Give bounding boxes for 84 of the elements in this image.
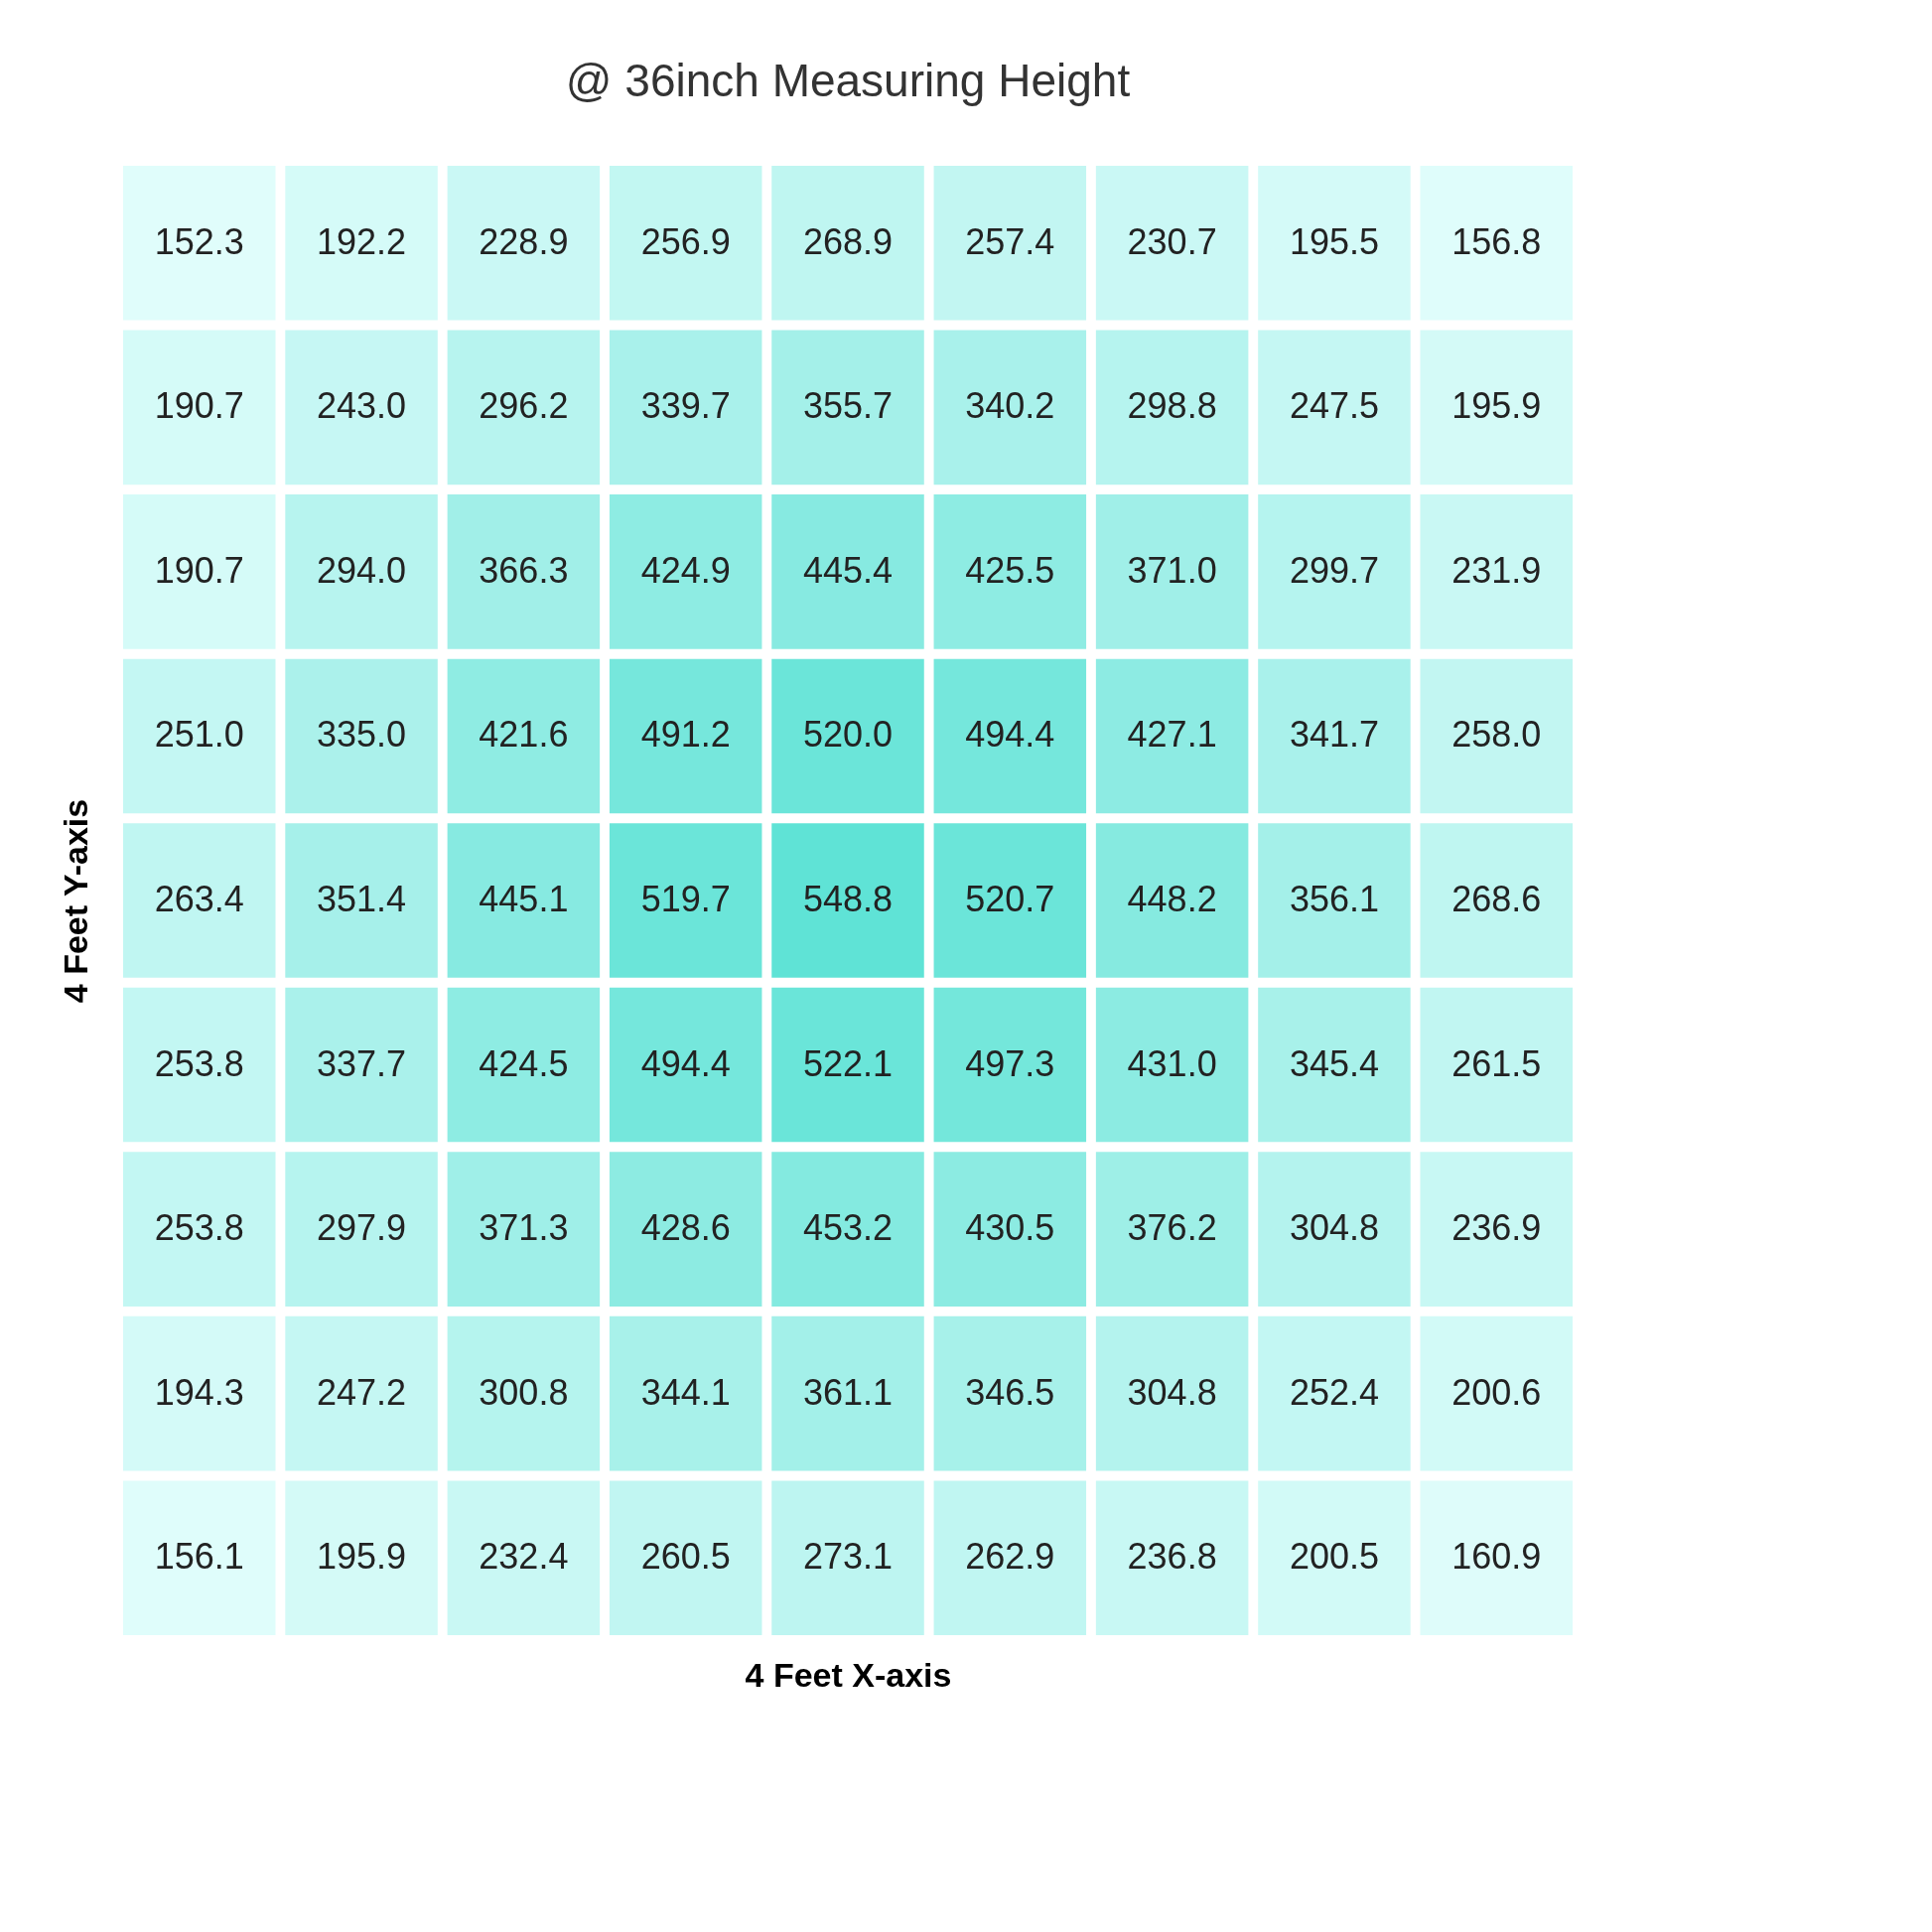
data-label: 260.5 bbox=[640, 1536, 731, 1578]
data-label: 194.3 bbox=[154, 1371, 244, 1413]
data-label: 427.1 bbox=[1127, 714, 1217, 756]
data-label: 341.7 bbox=[1289, 714, 1379, 756]
data-label: 522.1 bbox=[802, 1042, 894, 1084]
y-axis-title: 4 Feet Y-axis bbox=[56, 798, 94, 1004]
data-label: 200.6 bbox=[1451, 1371, 1542, 1413]
data-label: 431.0 bbox=[1127, 1042, 1217, 1084]
data-label: 190.7 bbox=[154, 385, 244, 427]
data-label: 299.7 bbox=[1289, 549, 1379, 591]
data-label: 252.4 bbox=[1289, 1371, 1379, 1413]
data-label: 236.9 bbox=[1451, 1207, 1542, 1249]
data-label: 424.5 bbox=[479, 1042, 569, 1084]
data-label: 273.1 bbox=[802, 1536, 894, 1578]
data-label: 200.5 bbox=[1289, 1536, 1379, 1578]
data-label: 231.9 bbox=[1451, 549, 1542, 591]
data-label: 228.9 bbox=[479, 220, 569, 262]
data-label: 421.6 bbox=[479, 714, 569, 756]
data-label: 366.3 bbox=[479, 549, 569, 591]
data-label: 298.8 bbox=[1127, 385, 1217, 427]
data-label: 195.9 bbox=[1451, 385, 1542, 427]
data-label: 247.2 bbox=[317, 1371, 407, 1413]
chart-title: @ 36inch Measuring Height bbox=[565, 55, 1131, 106]
data-label: 195.5 bbox=[1289, 220, 1379, 262]
data-label: 346.5 bbox=[965, 1371, 1055, 1413]
data-label: 230.7 bbox=[1127, 220, 1217, 262]
data-label: 371.3 bbox=[479, 1207, 569, 1249]
data-label: 257.4 bbox=[965, 220, 1055, 262]
data-label: 160.9 bbox=[1451, 1536, 1542, 1578]
data-label: 453.2 bbox=[802, 1207, 894, 1249]
data-label: 361.1 bbox=[802, 1371, 894, 1413]
data-label: 296.2 bbox=[479, 385, 569, 427]
data-label: 297.9 bbox=[317, 1207, 407, 1249]
data-label: 251.0 bbox=[154, 714, 244, 756]
data-label: 253.8 bbox=[154, 1207, 244, 1249]
data-label: 340.2 bbox=[965, 385, 1055, 427]
data-label: 263.4 bbox=[154, 879, 244, 919]
data-label: 262.9 bbox=[965, 1536, 1055, 1578]
data-label: 520.7 bbox=[965, 879, 1055, 919]
data-label: 304.8 bbox=[1289, 1207, 1379, 1249]
data-label: 268.9 bbox=[802, 220, 894, 262]
data-label: 448.2 bbox=[1127, 879, 1217, 919]
x-axis-title: 4 Feet X-axis bbox=[745, 1655, 952, 1694]
data-label: 424.9 bbox=[640, 549, 731, 591]
data-label: 344.1 bbox=[640, 1371, 731, 1413]
data-label: 491.2 bbox=[640, 714, 731, 756]
data-label: 428.6 bbox=[640, 1207, 731, 1249]
data-label: 156.8 bbox=[1451, 220, 1542, 262]
data-label: 445.1 bbox=[479, 879, 569, 919]
data-label: 232.4 bbox=[479, 1536, 569, 1578]
data-label: 494.4 bbox=[965, 714, 1055, 756]
data-label: 519.7 bbox=[640, 879, 731, 919]
data-label: 371.0 bbox=[1127, 549, 1217, 591]
data-label: 376.2 bbox=[1127, 1207, 1217, 1249]
data-label: 243.0 bbox=[317, 385, 407, 427]
data-label: 520.0 bbox=[802, 714, 894, 756]
data-label: 430.5 bbox=[965, 1207, 1055, 1249]
data-label: 190.7 bbox=[154, 549, 244, 591]
data-label: 258.0 bbox=[1451, 714, 1542, 756]
data-label: 294.0 bbox=[317, 549, 407, 591]
data-label: 152.3 bbox=[154, 220, 244, 262]
data-label: 351.4 bbox=[317, 879, 407, 919]
data-label: 156.1 bbox=[154, 1536, 244, 1578]
data-label: 494.4 bbox=[640, 1042, 731, 1084]
data-label: 304.8 bbox=[1127, 1371, 1217, 1413]
data-label: 261.5 bbox=[1451, 1042, 1542, 1084]
data-label: 195.9 bbox=[317, 1536, 407, 1578]
data-label: 268.6 bbox=[1451, 879, 1542, 919]
data-label: 425.5 bbox=[965, 549, 1055, 591]
data-label: 300.8 bbox=[479, 1371, 569, 1413]
data-label: 339.7 bbox=[640, 385, 731, 427]
data-label: 192.2 bbox=[317, 220, 407, 262]
data-label: 335.0 bbox=[317, 714, 407, 756]
data-label: 236.8 bbox=[1127, 1536, 1217, 1578]
data-label: 247.5 bbox=[1289, 385, 1379, 427]
data-label: 345.4 bbox=[1289, 1042, 1379, 1084]
data-label: 337.7 bbox=[317, 1042, 407, 1084]
data-label: 445.4 bbox=[802, 549, 894, 591]
data-label: 548.8 bbox=[802, 879, 894, 919]
data-label: 356.1 bbox=[1289, 879, 1379, 919]
data-label: 497.3 bbox=[965, 1042, 1055, 1084]
data-label: 253.8 bbox=[154, 1042, 244, 1084]
data-label: 355.7 bbox=[802, 385, 894, 427]
data-label: 256.9 bbox=[640, 220, 731, 262]
